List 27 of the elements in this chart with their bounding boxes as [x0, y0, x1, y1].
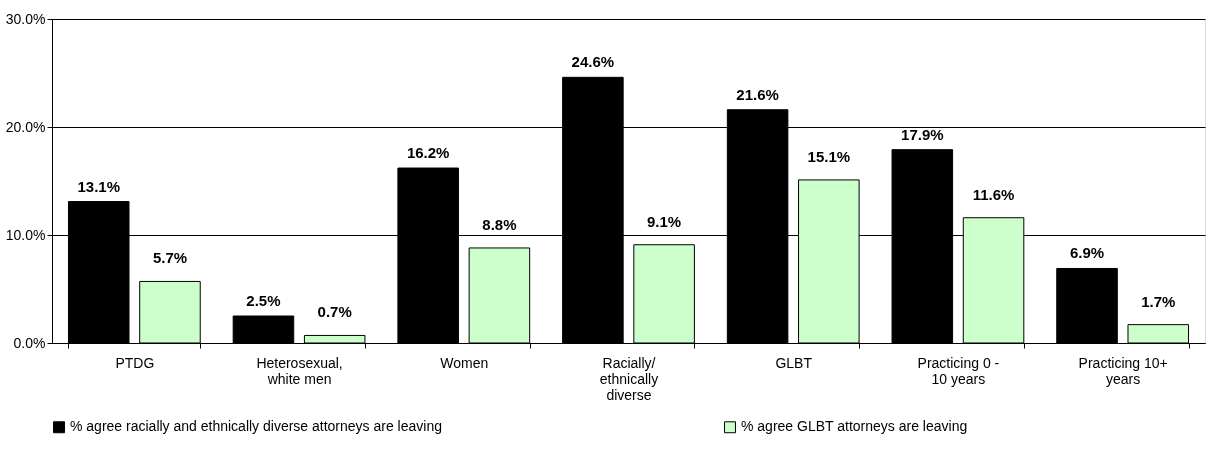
y-tick-label: 30.0% [5, 10, 46, 27]
x-tick-label: Heterosexual, white men [256, 354, 343, 387]
data-label: 1.7% [1141, 292, 1176, 310]
data-label: 2.5% [246, 292, 281, 309]
data-label: 6.9% [1069, 244, 1105, 262]
y-tick-label: 10.0% [5, 226, 46, 243]
x-tick-label: GLBT [775, 354, 813, 371]
y-tick-label: 0.0% [13, 334, 46, 351]
data-label: 8.8% [482, 215, 517, 233]
data-label: 0.7% [317, 303, 352, 321]
data-label: 21.6% [736, 85, 779, 103]
x-tick-label: Women [440, 354, 489, 371]
data-label: 24.6% [571, 53, 615, 71]
legend-label: % agree racially and ethnically diverse attorneys are leaving [70, 418, 442, 435]
x-tick-label: Racially/ ethnically diverse [599, 354, 659, 403]
data-label: 11.6% [972, 185, 1015, 203]
x-tick-label: PTDG [115, 354, 155, 371]
data-label: 5.7% [152, 249, 188, 267]
data-label: 16.2% [406, 144, 450, 162]
x-tick-label: Practicing 0 - 10 years [917, 354, 1000, 387]
x-tick-label: Practicing 10+ years [1078, 354, 1168, 387]
data-label: 9.1% [647, 212, 682, 230]
data-label: 17.9% [901, 125, 944, 143]
data-label: 15.1% [807, 147, 851, 165]
legend-label: % agree GLBT attorneys are leaving [741, 418, 968, 435]
data-label: 13.1% [77, 177, 121, 195]
y-tick-label: 20.0% [5, 118, 46, 135]
